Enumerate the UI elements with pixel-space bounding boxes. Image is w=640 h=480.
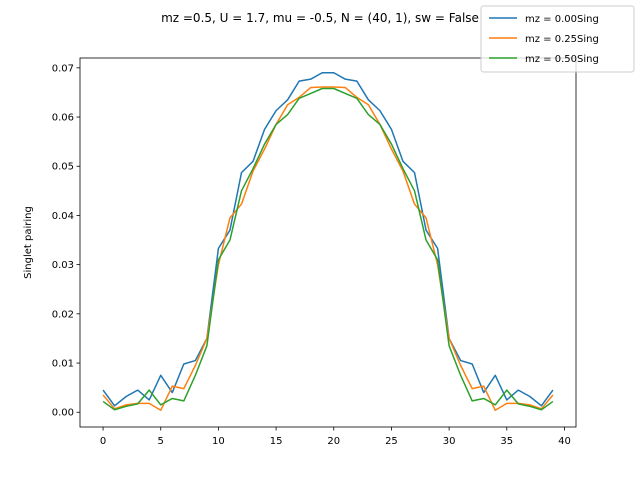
x-tick-label: 15 (270, 436, 283, 447)
x-tick-label: 20 (327, 436, 340, 447)
y-tick-label: 0.07 (52, 63, 74, 74)
legend-label: mz = 0.25Sing (525, 34, 599, 45)
x-tick-label: 25 (385, 436, 398, 447)
legend-box (480, 5, 635, 73)
y-tick-label: 0.02 (52, 309, 74, 320)
x-axis: 0 5 10 15 20 25 30 35 40 (100, 427, 571, 447)
y-tick-label: 0.00 (52, 408, 74, 419)
series-line-2 (102, 87, 554, 411)
series-line-1 (102, 86, 554, 412)
chart-title: mz =0.5, U = 1.7, mu = -0.5, N = (40, 1)… (161, 11, 479, 25)
y-axis-label: Singlet pairing (23, 206, 34, 279)
x-tick-label: 5 (158, 436, 164, 447)
legend: mz = 0.00Sing mz = 0.25Sing mz = 0.50Sing (480, 5, 635, 73)
x-tick-label: 30 (443, 436, 456, 447)
x-tick-label: 35 (500, 436, 513, 447)
series-line-0 (102, 72, 554, 407)
legend-label: mz = 0.50Sing (525, 54, 599, 65)
y-axis: 0.00 0.01 0.02 0.03 0.04 0.05 0.06 0.07 (52, 63, 80, 419)
y-tick-label: 0.03 (52, 260, 74, 271)
plot-area (80, 58, 576, 427)
y-tick-label: 0.04 (52, 211, 74, 222)
x-tick-label: 40 (558, 436, 571, 447)
legend-label: mz = 0.00Sing (525, 14, 599, 25)
y-tick-label: 0.06 (52, 113, 74, 124)
x-tick-label: 10 (212, 436, 225, 447)
axes-frame (79, 57, 577, 428)
x-tick-label: 0 (100, 436, 106, 447)
y-tick-label: 0.01 (52, 359, 74, 370)
y-tick-label: 0.05 (52, 162, 74, 173)
series-layer (102, 72, 554, 412)
